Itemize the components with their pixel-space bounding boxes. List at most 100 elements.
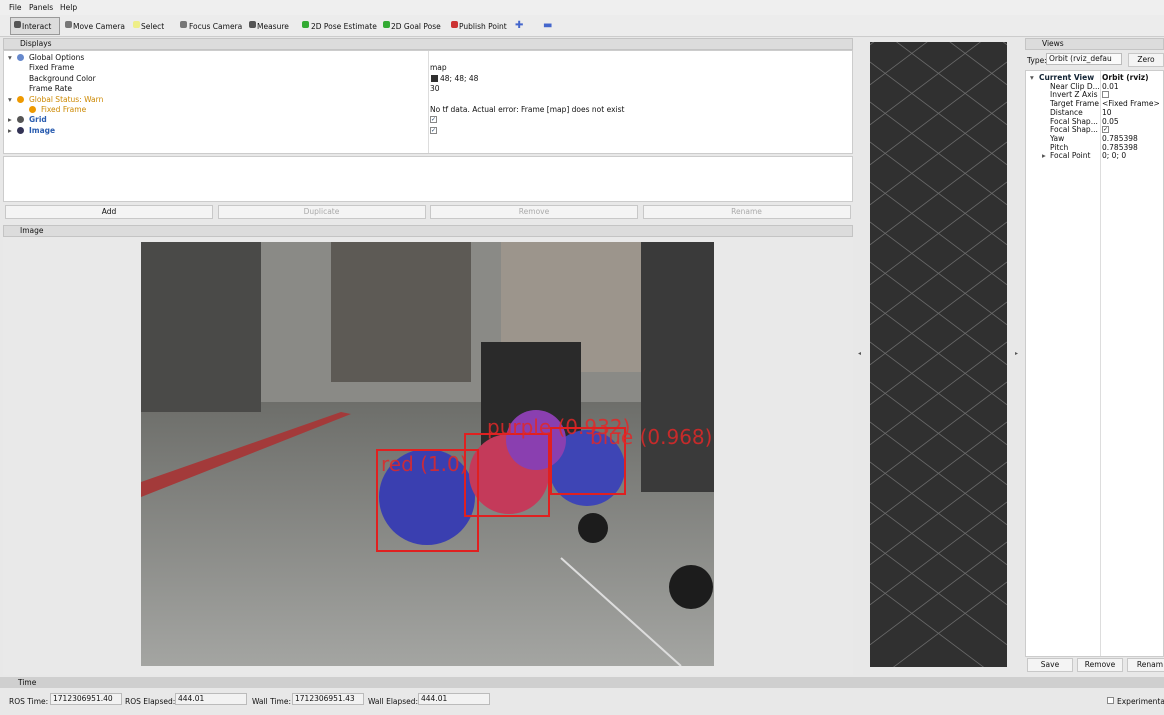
grid-line xyxy=(870,42,981,126)
row-icon xyxy=(29,106,36,113)
panel-title: Displays xyxy=(20,39,52,48)
type-label: Type: xyxy=(1027,56,1047,65)
views-header: Views xyxy=(1025,38,1164,50)
property-value: <Fixed Frame> xyxy=(1102,99,1160,109)
tool-button[interactable]: Move Camera xyxy=(73,22,125,31)
property-value: 0.785398 xyxy=(1102,133,1138,143)
grid-line xyxy=(870,141,1007,246)
menu-item[interactable]: Panels xyxy=(29,3,54,12)
color-swatch xyxy=(431,74,438,82)
property-label: Pitch xyxy=(1050,142,1069,152)
displays-tree: ▾ Global Options Fixed Frame map Background … xyxy=(3,50,853,154)
property-label: Target Frame xyxy=(1050,99,1099,109)
time-header: Time xyxy=(0,677,1164,688)
time-field: 444.01 xyxy=(418,693,490,705)
checkbox[interactable]: ✓ xyxy=(1102,126,1109,134)
grid-line xyxy=(893,581,1007,667)
views-tree: ▾ Current View Orbit (rviz) Near Clip D... 0… xyxy=(1025,70,1164,657)
checkbox[interactable]: ✓ xyxy=(430,116,437,124)
collapse-left[interactable]: ◂ xyxy=(858,350,862,357)
view-type-select[interactable]: Orbit (rviz_defau xyxy=(1046,53,1122,65)
panel-title: Views xyxy=(1042,39,1064,48)
row-icon xyxy=(17,116,24,124)
property-value: 48; 48; 48 xyxy=(440,73,479,83)
property-label: Invert Z Axis xyxy=(1050,90,1098,100)
button-label: Zero xyxy=(1137,55,1155,64)
row-icon xyxy=(17,54,24,61)
tool-button[interactable]: 2D Pose Estimate xyxy=(311,22,377,31)
property-label: Near Clip D... xyxy=(1050,81,1100,91)
menu-item[interactable]: Help xyxy=(60,3,78,12)
property-label: Focal Shap... xyxy=(1050,116,1098,126)
checkbox[interactable]: ✓ xyxy=(430,126,437,134)
tool-active[interactable] xyxy=(10,17,60,35)
tool-icon xyxy=(65,21,72,28)
experimental-checkbox[interactable] xyxy=(1107,697,1114,704)
detection-box xyxy=(550,427,626,495)
property-label: Distance xyxy=(1050,107,1083,117)
grid-line xyxy=(870,42,928,86)
row-icon xyxy=(17,95,24,103)
grid-line xyxy=(870,221,1007,326)
time-label: Wall Elapsed: xyxy=(368,697,419,706)
tool-icon xyxy=(451,21,458,28)
property-value: 10 xyxy=(1102,107,1112,117)
grid-line xyxy=(870,61,1007,166)
property-label: Global Status: Warn xyxy=(29,94,104,104)
tool-icon: ▬ xyxy=(543,20,553,31)
grid-line xyxy=(870,341,1007,446)
property-label: Yaw xyxy=(1050,133,1065,143)
tool-button[interactable]: Publish Point xyxy=(459,22,507,31)
grid-line xyxy=(870,381,1007,486)
tool-button[interactable]: Interact xyxy=(22,22,52,31)
tool-button[interactable]: Measure xyxy=(257,22,289,31)
property-label: Background Color xyxy=(29,73,96,83)
tool-icon xyxy=(180,21,187,28)
button[interactable]: Save xyxy=(1027,658,1073,672)
tool-button[interactable]: Focus Camera xyxy=(189,22,243,31)
tool-button[interactable]: Select xyxy=(141,22,165,31)
tool-icon xyxy=(302,21,309,28)
property-label: Frame Rate xyxy=(29,84,72,94)
expand-arrow: ▸ xyxy=(8,115,12,125)
button[interactable]: Add xyxy=(5,205,213,219)
tool-button[interactable]: 2D Goal Pose xyxy=(391,22,441,31)
property-value: 0.05 xyxy=(1102,116,1119,126)
panel-title: Image xyxy=(20,226,44,235)
time-label: Wall Time: xyxy=(252,697,291,706)
expand-arrow: ▾ xyxy=(8,53,12,62)
toolbar xyxy=(0,15,1164,37)
property-label: Focal Shap... xyxy=(1050,125,1098,135)
button[interactable]: Remove xyxy=(1077,658,1123,672)
property-label: Focal Point xyxy=(1050,151,1091,161)
property-value: No tf data. Actual error: Frame [map] do… xyxy=(430,105,625,114)
property-value: 30 xyxy=(430,84,440,94)
panel-title: Time xyxy=(18,678,37,687)
property-label: Image xyxy=(29,125,56,135)
grid-line xyxy=(949,42,1007,86)
menu-item[interactable]: File xyxy=(9,3,22,12)
button[interactable]: Renam xyxy=(1127,658,1164,672)
zero-button[interactable]: Zero xyxy=(1128,53,1164,67)
collapse-right[interactable]: ▸ xyxy=(1015,350,1019,357)
grid-line xyxy=(870,541,1007,646)
time-label: ROS Elapsed: xyxy=(125,697,176,706)
time-field: 444.01 xyxy=(175,693,247,705)
time-field: 1712306951.43 xyxy=(292,693,364,705)
tool-icon: ✚ xyxy=(515,20,524,31)
property-label: Global Options xyxy=(29,53,85,62)
property-value: 0.785398 xyxy=(1102,142,1138,152)
grid-line xyxy=(870,261,1007,366)
expand-arrow: ▾ xyxy=(1030,73,1034,82)
display-description xyxy=(3,156,853,202)
checkbox[interactable] xyxy=(1102,91,1109,99)
expand-arrow: ▸ xyxy=(1042,151,1046,161)
tool-icon xyxy=(249,21,256,28)
button[interactable]: Rename xyxy=(642,205,851,219)
button[interactable]: Remove xyxy=(430,205,638,219)
button[interactable]: Duplicate xyxy=(217,205,426,219)
detection-label: blue (0.968) xyxy=(590,425,713,449)
displays-header: Displays xyxy=(3,38,853,50)
grid-line xyxy=(870,461,1007,566)
